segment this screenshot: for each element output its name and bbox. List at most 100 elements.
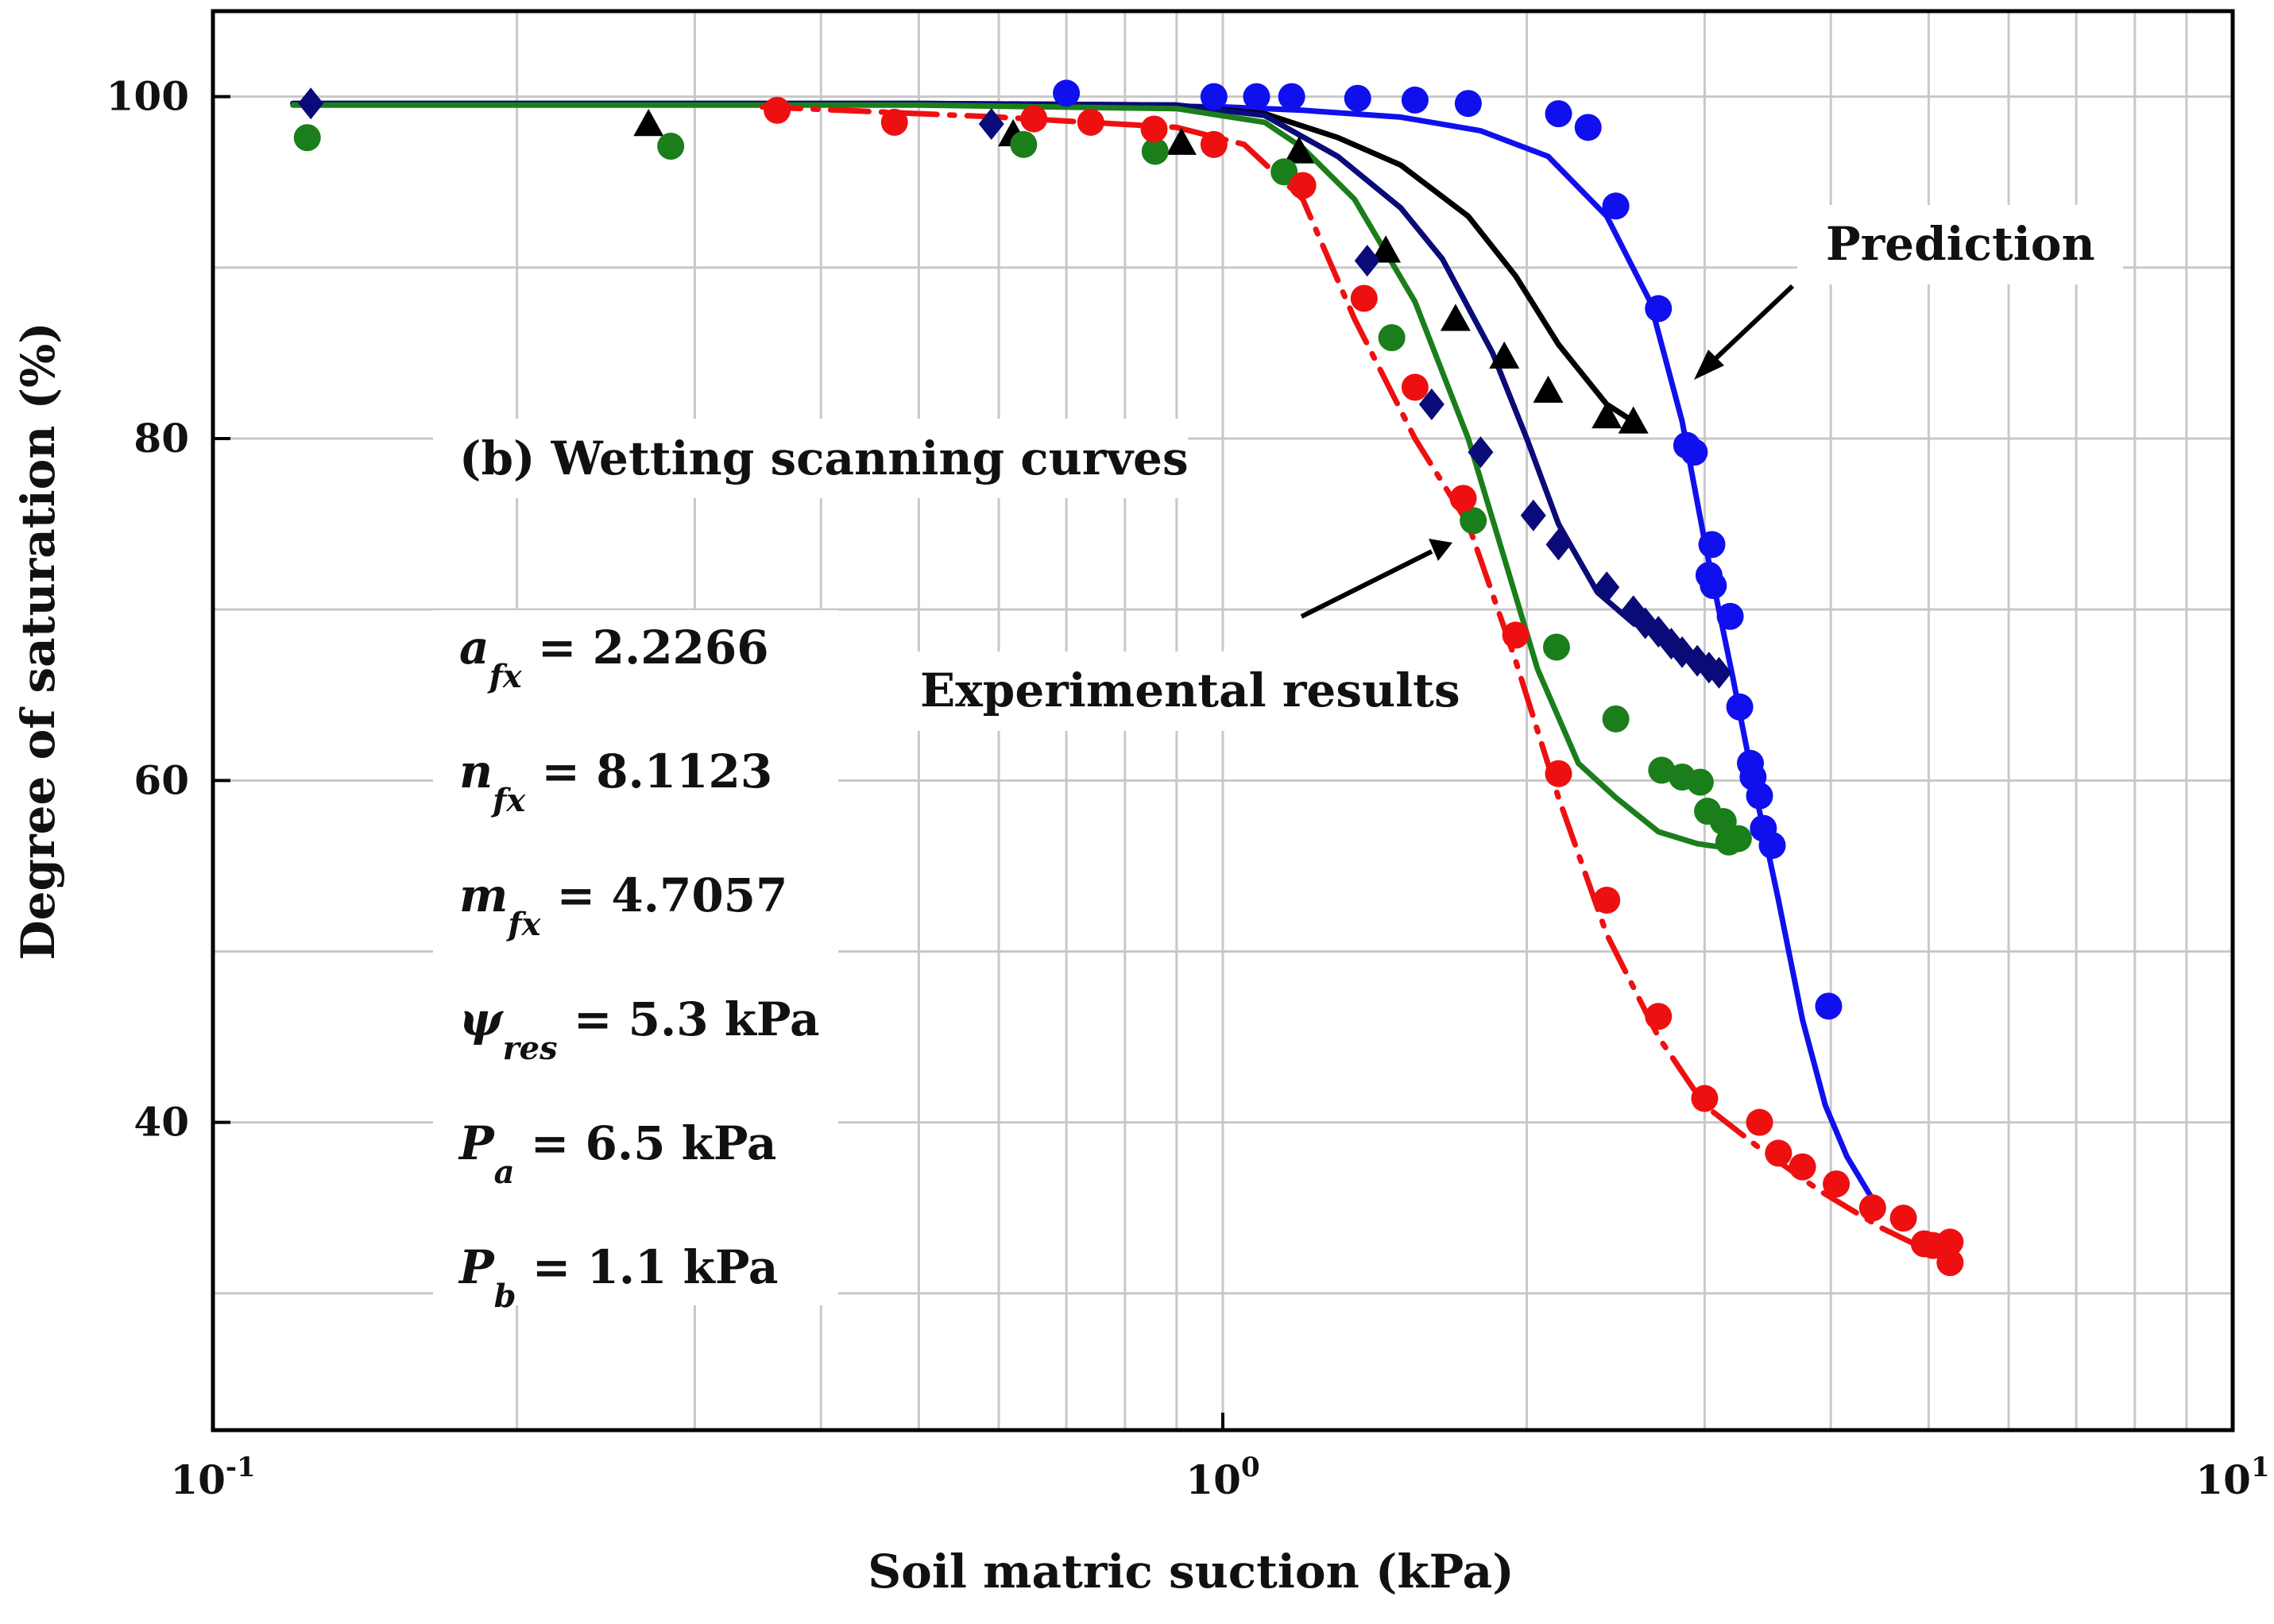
data-point-navy-experimental <box>1418 388 1444 420</box>
series-line-blue-prediction <box>1063 102 1876 1202</box>
data-point-blue-experimental <box>1053 79 1081 107</box>
data-point-navy-experimental <box>1520 499 1546 532</box>
data-point-black-experimental <box>1591 400 1622 429</box>
prediction-arrow <box>1694 284 1795 380</box>
data-point-red-experimental <box>1502 621 1530 649</box>
data-point-green-experimental <box>1686 768 1714 796</box>
data-point-red-experimental <box>1889 1204 1917 1232</box>
data-point-blue-experimental <box>1700 572 1727 600</box>
data-point-black-experimental <box>1489 341 1520 369</box>
data-point-black-experimental <box>1284 136 1315 164</box>
series-line-green-prediction <box>290 102 1736 852</box>
data-point-red-experimental <box>1401 373 1429 401</box>
data-point-blue-experimental <box>1200 83 1228 110</box>
data-point-green-experimental <box>1460 507 1487 535</box>
parameter-block: afx = 2.2266 nfx = 8.1123 mfx = 4.7057 ψres… <box>458 621 820 1315</box>
data-point-green-experimental <box>1141 137 1169 165</box>
data-point-red-experimental <box>1140 115 1168 143</box>
data-point-red-experimental <box>1593 886 1621 914</box>
data-point-red-experimental <box>1765 1139 1793 1167</box>
data-point-blue-experimental <box>1698 531 1726 559</box>
data-point-black-experimental <box>1440 304 1471 331</box>
data-point-black-experimental <box>633 109 664 137</box>
data-point-red-experimental <box>1746 1108 1773 1136</box>
data-point-navy-experimental <box>298 87 324 120</box>
data-point-blue-experimental <box>1746 782 1773 810</box>
panel-label: (b) Wetting scanning curves <box>459 431 1189 485</box>
data-point-black-experimental <box>1533 375 1564 403</box>
parameter-3: ψres = 5.3 kPa <box>459 992 820 1067</box>
data-point-green-experimental <box>1724 825 1752 853</box>
experimental-label-bg <box>890 652 1486 731</box>
parameter-1: nfx = 8.1123 <box>459 744 772 819</box>
data-point-red-experimental <box>1858 1194 1886 1222</box>
parameter-4: Pa = 6.5 kPa <box>458 1116 776 1191</box>
data-point-green-experimental <box>1542 633 1570 661</box>
data-point-navy-experimental <box>1468 436 1494 469</box>
data-point-blue-experimental <box>1401 86 1429 114</box>
data-point-red-experimental <box>1645 1003 1673 1030</box>
y-tick-label: 100 <box>106 73 189 120</box>
data-point-blue-experimental <box>1454 90 1482 118</box>
data-point-green-experimental <box>1378 323 1406 351</box>
data-point-red-experimental <box>1200 130 1228 158</box>
y-tick-label: 80 <box>133 415 189 462</box>
prediction-label: Prediction <box>1826 217 2095 271</box>
data-point-green-experimental <box>1270 158 1298 186</box>
data-point-blue-experimental <box>1716 602 1744 630</box>
data-point-navy-experimental <box>1594 571 1620 604</box>
parameter-5: Pb = 1.1 kPa <box>458 1240 779 1315</box>
prediction-label-bg <box>1797 205 2123 284</box>
data-point-red-experimental <box>1350 284 1378 312</box>
data-point-red-experimental <box>880 108 908 136</box>
x-tick-label: 100 <box>1185 1452 1259 1503</box>
data-point-blue-experimental <box>1680 439 1708 466</box>
parameter-block-bg <box>433 610 838 1305</box>
data-point-green-experimental <box>293 124 321 152</box>
x-tick-label: 101 <box>2195 1452 2269 1503</box>
y-tick-label: 40 <box>133 1099 189 1146</box>
data-point-red-experimental <box>764 96 791 124</box>
x-axis-title: Soil matric suction (kPa) <box>868 1545 1514 1599</box>
data-point-blue-experimental <box>1278 83 1305 110</box>
data-point-red-experimental <box>1077 108 1104 136</box>
parameter-0: afx = 2.2266 <box>459 621 769 695</box>
data-point-blue-experimental <box>1545 100 1572 128</box>
data-point-navy-experimental <box>1706 656 1732 689</box>
experimental-arrow <box>1300 539 1452 619</box>
data-point-blue-experimental <box>1645 295 1673 323</box>
data-point-green-experimental <box>1648 756 1676 784</box>
data-point-navy-experimental <box>978 108 1004 141</box>
data-point-green-experimental <box>657 132 685 160</box>
data-point-red-experimental <box>1691 1085 1719 1112</box>
data-point-blue-experimental <box>1574 114 1602 141</box>
x-tick-label: 10-1 <box>170 1452 255 1503</box>
data-point-green-experimental <box>1010 130 1038 158</box>
data-point-blue-experimental <box>1602 192 1630 220</box>
panel-label-bg <box>433 419 1188 498</box>
data-point-black-experimental <box>1166 127 1197 155</box>
series-line-navy-prediction <box>290 100 1722 672</box>
data-point-black-experimental <box>1371 235 1402 263</box>
data-point-navy-experimental <box>1354 245 1380 277</box>
data-point-blue-experimental <box>1815 992 1843 1020</box>
experimental-label: Experimental results <box>920 663 1460 717</box>
data-point-red-experimental <box>1020 105 1048 133</box>
data-point-red-experimental <box>1823 1170 1851 1198</box>
data-point-red-experimental <box>1289 172 1317 199</box>
data-point-navy-experimental <box>1545 528 1572 561</box>
data-point-green-experimental <box>1602 705 1630 733</box>
data-point-blue-experimental <box>1758 832 1786 860</box>
series-line-black-prediction <box>290 100 1637 424</box>
data-point-black-experimental <box>1618 406 1649 434</box>
data-point-blue-experimental <box>1726 693 1754 721</box>
y-tick-label: 60 <box>133 756 189 803</box>
data-point-red-experimental <box>1936 1249 1964 1277</box>
data-point-red-experimental <box>1936 1228 1964 1256</box>
data-point-red-experimental <box>1545 760 1572 787</box>
parameter-2: mfx = 4.7057 <box>459 868 787 943</box>
data-point-blue-experimental <box>1344 84 1371 112</box>
data-point-blue-experimental <box>1243 83 1270 110</box>
data-point-red-experimental <box>1789 1153 1816 1181</box>
